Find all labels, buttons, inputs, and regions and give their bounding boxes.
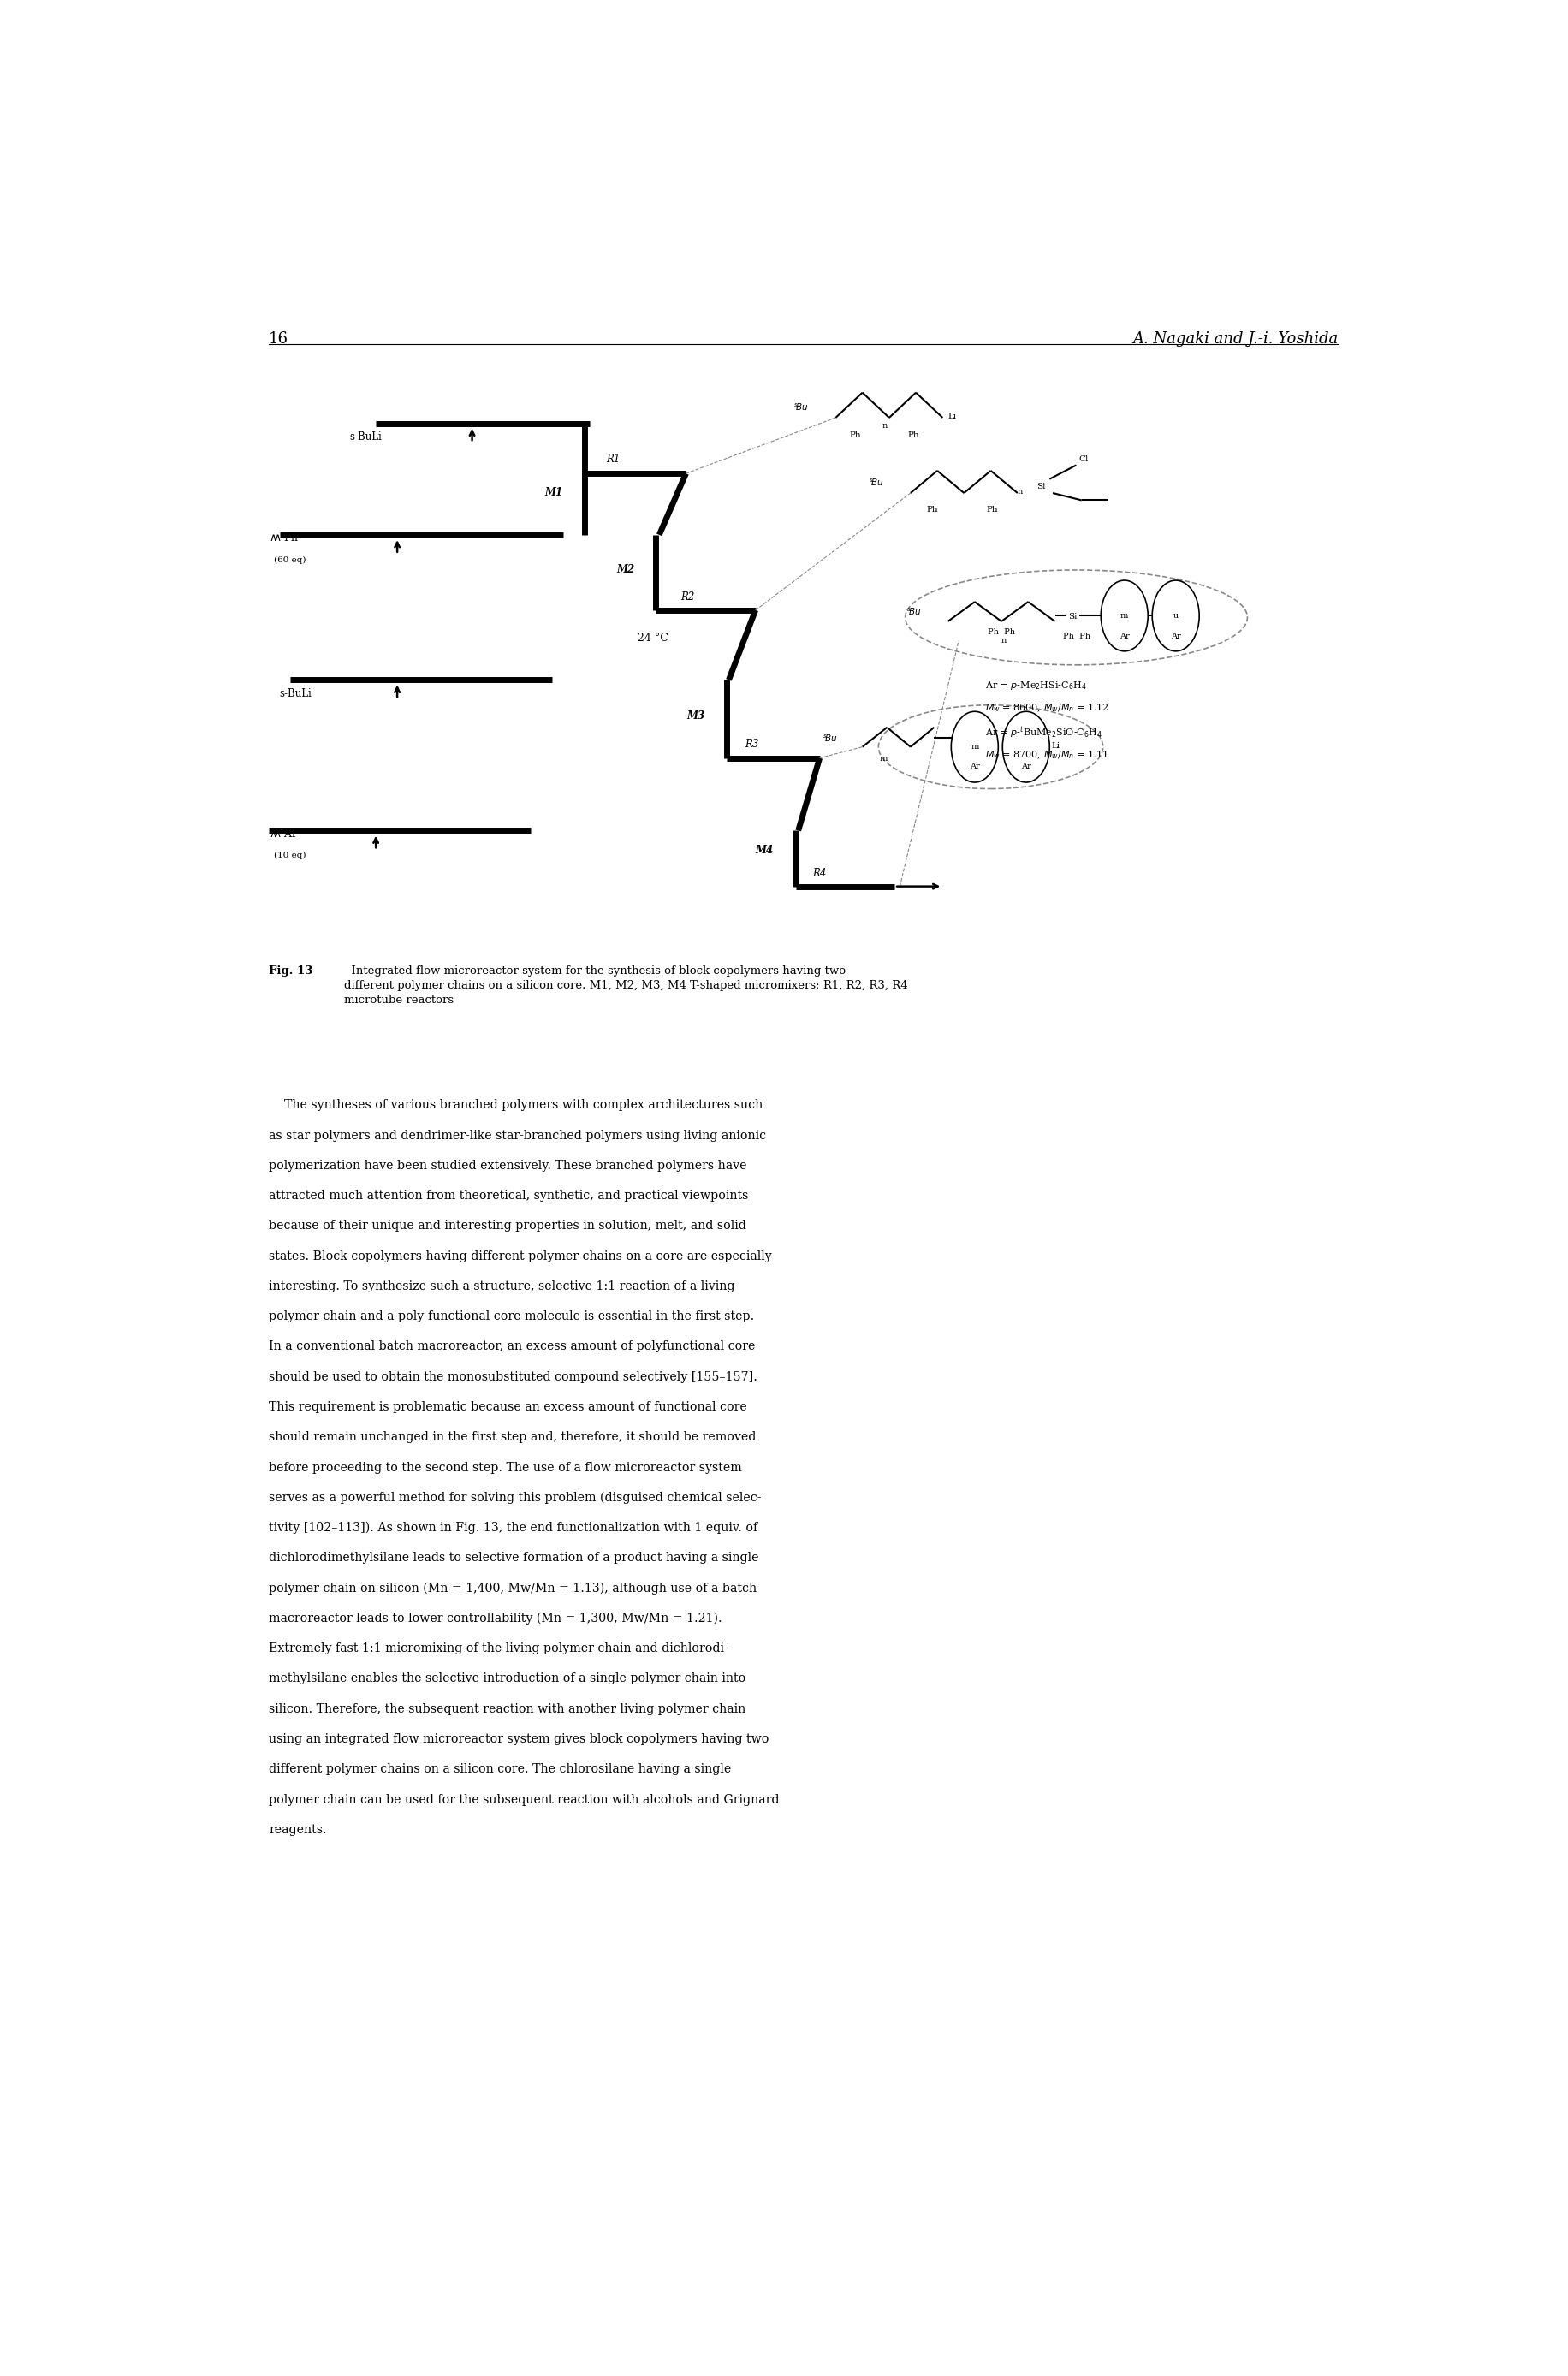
Text: dichlorodimethylsilane leads to selective formation of a product having a single: dichlorodimethylsilane leads to selectiv… (270, 1552, 759, 1563)
Text: polymerization have been studied extensively. These branched polymers have: polymerization have been studied extensi… (270, 1159, 746, 1171)
Text: states. Block copolymers having different polymer chains on a core are especiall: states. Block copolymers having differen… (270, 1250, 771, 1262)
Text: Ph  Ph: Ph Ph (988, 630, 1014, 637)
Text: Fig. 13: Fig. 13 (270, 965, 314, 977)
Text: A. Nagaki and J.-i. Yoshida: A. Nagaki and J.-i. Yoshida (1132, 330, 1338, 347)
Text: polymer chain can be used for the subsequent reaction with alcohols and Grignard: polymer chain can be used for the subseq… (270, 1794, 779, 1806)
Text: should be used to obtain the monosubstituted compound selectively [155–157].: should be used to obtain the monosubstit… (270, 1371, 757, 1383)
Text: Integrated flow microreactor system for the synthesis of block copolymers having: Integrated flow microreactor system for … (345, 965, 908, 1005)
Text: $M_w$ = 8700, $M_w$/$M_n$ = 1.11: $M_w$ = 8700, $M_w$/$M_n$ = 1.11 (985, 748, 1109, 760)
Text: $^s\!Bu$: $^s\!Bu$ (869, 478, 884, 487)
Text: R2: R2 (681, 592, 695, 604)
Text: R4: R4 (812, 867, 826, 879)
Text: Extremely fast 1:1 micromixing of the living polymer chain and dichlorodi-: Extremely fast 1:1 micromixing of the li… (270, 1642, 728, 1654)
Text: different polymer chains on a silicon core. The chlorosilane having a single: different polymer chains on a silicon co… (270, 1763, 731, 1775)
Text: R3: R3 (745, 739, 759, 751)
Text: m: m (971, 744, 978, 751)
Text: Li: Li (1052, 741, 1060, 748)
Text: because of their unique and interesting properties in solution, melt, and solid: because of their unique and interesting … (270, 1219, 746, 1233)
Text: Ph: Ph (850, 432, 861, 440)
Text: Ar: Ar (1171, 632, 1181, 639)
Text: M4: M4 (756, 843, 773, 855)
Text: Cl: Cl (1079, 456, 1088, 463)
Text: using an integrated flow microreactor system gives block copolymers having two: using an integrated flow microreactor sy… (270, 1732, 768, 1744)
Text: Ph: Ph (908, 432, 919, 440)
Text: Ar: Ar (1021, 763, 1032, 770)
Text: $\wedge\!\!\!\wedge$Ar: $\wedge\!\!\!\wedge$Ar (270, 827, 298, 839)
Text: s-BuLi: s-BuLi (350, 432, 381, 442)
Text: The syntheses of various branched polymers with complex architectures such: The syntheses of various branched polyme… (270, 1100, 764, 1112)
Text: R1: R1 (605, 454, 619, 466)
Text: polymer chain on silicon (Mn = 1,400, Mw/Mn = 1.13), although use of a batch: polymer chain on silicon (Mn = 1,400, Mw… (270, 1582, 757, 1594)
Text: attracted much attention from theoretical, synthetic, and practical viewpoints: attracted much attention from theoretica… (270, 1190, 748, 1202)
Text: n: n (1018, 487, 1022, 497)
Text: $^s\!Bu$: $^s\!Bu$ (793, 402, 809, 413)
Text: 16: 16 (270, 330, 289, 347)
Text: u: u (1173, 613, 1179, 620)
Text: 24 °C: 24 °C (638, 632, 668, 644)
Text: Si: Si (1069, 613, 1077, 620)
Text: tivity [102–113]). As shown in Fig. 13, the end functionalization with 1 equiv. : tivity [102–113]). As shown in Fig. 13, … (270, 1523, 757, 1535)
Text: $\wedge\!\!\!\wedge$Ph: $\wedge\!\!\!\wedge$Ph (270, 532, 299, 544)
Text: macroreactor leads to lower controllability (Mn = 1,300, Mw/Mn = 1.21).: macroreactor leads to lower controllabil… (270, 1613, 723, 1625)
Text: Ph: Ph (927, 506, 938, 513)
Text: Ar: Ar (969, 763, 980, 770)
Text: m: m (880, 756, 887, 763)
Text: $^s\!Bu$: $^s\!Bu$ (823, 734, 837, 744)
Circle shape (1002, 710, 1049, 782)
Text: Si: Si (1036, 482, 1046, 492)
Circle shape (1152, 580, 1200, 651)
Text: Ar: Ar (1120, 632, 1129, 639)
Text: before proceeding to the second step. The use of a flow microreactor system: before proceeding to the second step. Th… (270, 1461, 742, 1473)
Text: should remain unchanged in the first step and, therefore, it should be removed: should remain unchanged in the first ste… (270, 1430, 756, 1442)
Text: M2: M2 (616, 563, 635, 575)
Text: silicon. Therefore, the subsequent reaction with another living polymer chain: silicon. Therefore, the subsequent react… (270, 1704, 746, 1715)
Text: Li: Li (949, 413, 956, 421)
Text: reagents.: reagents. (270, 1825, 326, 1837)
Text: as star polymers and dendrimer-like star-branched polymers using living anionic: as star polymers and dendrimer-like star… (270, 1129, 767, 1140)
Text: $^s\!Bu$: $^s\!Bu$ (906, 606, 922, 618)
Text: Ph  Ph: Ph Ph (1063, 632, 1090, 639)
Text: Ar = $p$-$^t$BuMe$_2$SiO-C$_6$H$_4$: Ar = $p$-$^t$BuMe$_2$SiO-C$_6$H$_4$ (985, 725, 1102, 741)
Text: interesting. To synthesize such a structure, selective 1:1 reaction of a living: interesting. To synthesize such a struct… (270, 1281, 735, 1293)
Text: (60 eq): (60 eq) (274, 556, 306, 563)
Text: Ph: Ph (986, 506, 997, 513)
Text: methylsilane enables the selective introduction of a single polymer chain into: methylsilane enables the selective intro… (270, 1673, 746, 1685)
Text: $M_w$ = 8600, $M_w$/$M_n$ = 1.12: $M_w$ = 8600, $M_w$/$M_n$ = 1.12 (985, 701, 1110, 713)
Text: In a conventional batch macroreactor, an excess amount of polyfunctional core: In a conventional batch macroreactor, an… (270, 1340, 756, 1352)
Text: n: n (883, 423, 887, 430)
Text: m: m (1121, 613, 1129, 620)
Circle shape (1101, 580, 1148, 651)
Text: polymer chain and a poly-functional core molecule is essential in the first step: polymer chain and a poly-functional core… (270, 1312, 754, 1323)
Text: M1: M1 (546, 487, 563, 499)
Text: M3: M3 (687, 710, 706, 722)
Text: n: n (1002, 637, 1007, 644)
Circle shape (952, 710, 999, 782)
Text: This requirement is problematic because an excess amount of functional core: This requirement is problematic because … (270, 1402, 746, 1414)
Text: s-BuLi: s-BuLi (279, 689, 312, 699)
Text: (10 eq): (10 eq) (274, 853, 306, 860)
Text: serves as a powerful method for solving this problem (disguised chemical selec-: serves as a powerful method for solving … (270, 1492, 762, 1504)
Text: Ar = $p$-Me$_2$HSi-C$_6$H$_4$: Ar = $p$-Me$_2$HSi-C$_6$H$_4$ (985, 680, 1087, 691)
